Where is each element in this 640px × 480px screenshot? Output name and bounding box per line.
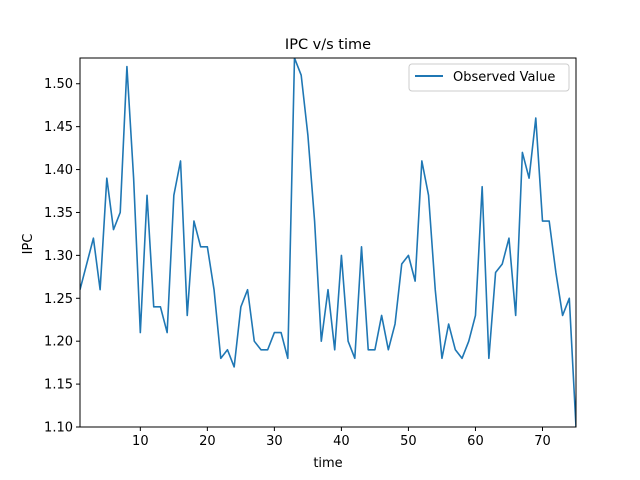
y-tick-label: 1.30 xyxy=(44,249,73,264)
y-tick-label: 1.20 xyxy=(44,335,73,350)
x-tick-label: 70 xyxy=(534,434,551,449)
plot-frame xyxy=(79,57,577,428)
y-axis-label: IPC xyxy=(21,234,36,255)
x-axis-label: time xyxy=(313,456,342,471)
y-tick-label: 1.10 xyxy=(44,421,73,436)
y-tick-label: 1.25 xyxy=(44,292,73,307)
y-tick-label: 1.15 xyxy=(44,378,73,393)
y-tick-label: 1.35 xyxy=(44,206,73,221)
plot-area xyxy=(79,57,577,428)
legend-label: Observed Value xyxy=(453,70,555,85)
x-tick-label: 10 xyxy=(132,434,149,449)
y-tick-label: 1.50 xyxy=(44,77,73,92)
x-tick-label: 40 xyxy=(333,434,350,449)
x-axis-ticks: 10 20 30 40 50 60 70 xyxy=(132,427,551,449)
y-tick-label: 1.40 xyxy=(44,163,73,178)
x-tick-label: 30 xyxy=(266,434,283,449)
y-tick-label: 1.45 xyxy=(44,120,73,135)
x-tick-label: 60 xyxy=(467,434,484,449)
x-tick-label: 50 xyxy=(400,434,417,449)
legend-box xyxy=(408,63,570,92)
chart-title: IPC v/s time xyxy=(285,37,371,53)
legend: Observed Value xyxy=(408,63,570,92)
y-axis-ticks: 1.10 1.15 1.20 1.25 1.30 1.35 1.40 1.45 1.50 xyxy=(44,77,80,436)
x-tick-label: 20 xyxy=(199,434,216,449)
series-line-0 xyxy=(80,58,576,427)
